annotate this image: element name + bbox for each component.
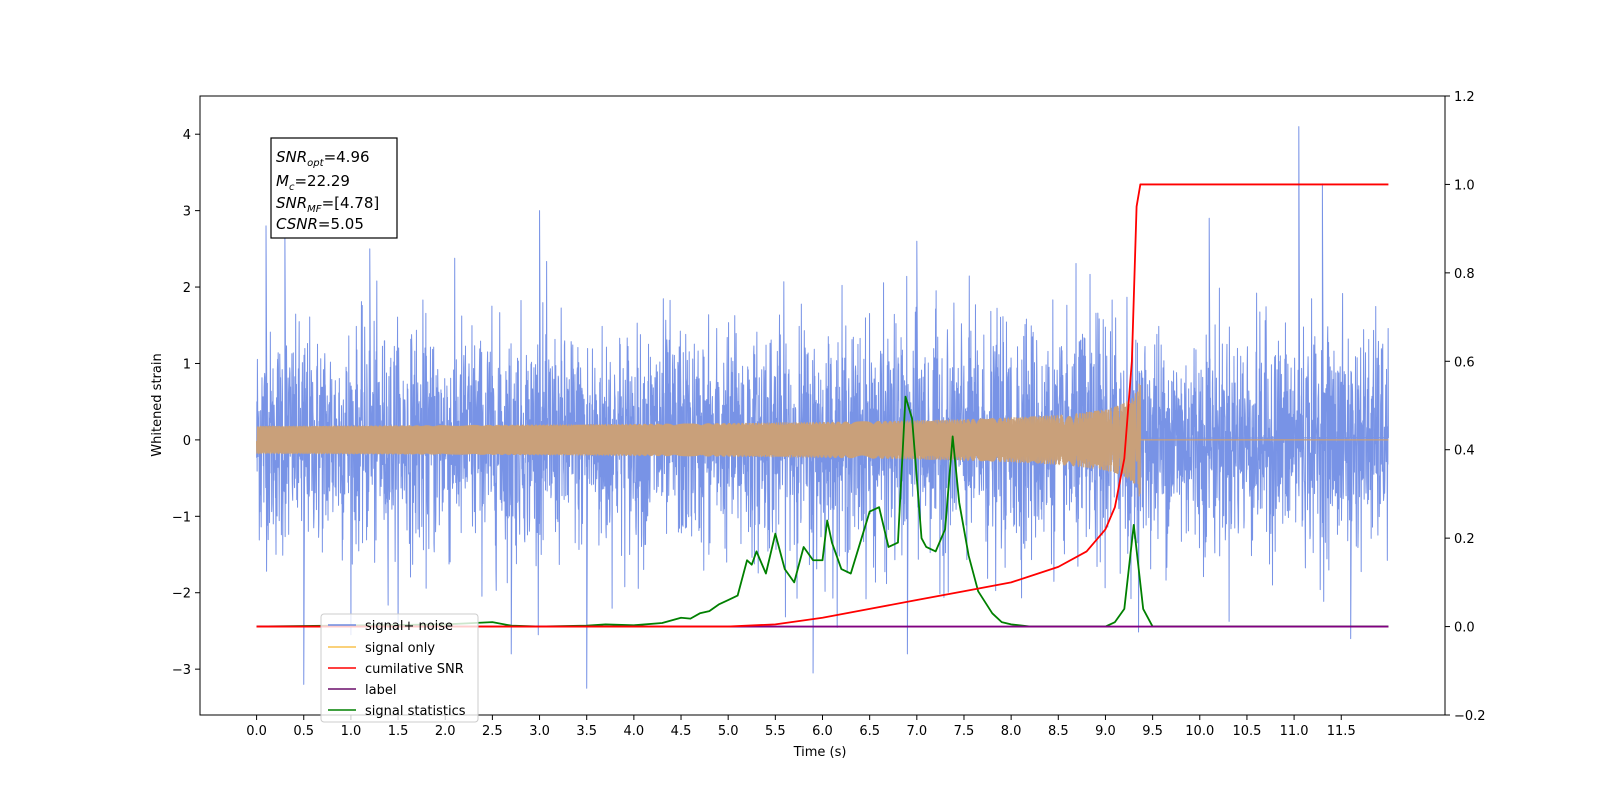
x-tick-label: 7.5: [954, 724, 975, 739]
annotation-snr-opt: SNRopt=4.96: [276, 148, 370, 169]
x-tick-label: 10.0: [1185, 724, 1214, 739]
x-tick-label: 7.0: [906, 724, 927, 739]
x-tick-label: 10.5: [1232, 724, 1261, 739]
signal-statistics-line: [256, 395, 1389, 628]
x-tick-label: 11.5: [1327, 724, 1356, 739]
x-tick-label: 3.0: [529, 724, 550, 739]
y-left-tick-label: −1: [172, 510, 191, 525]
svg-text:signal+ noise: signal+ noise: [365, 619, 453, 634]
x-tick-label: 2.5: [482, 724, 503, 739]
y-left-tick-label: 2: [183, 281, 191, 296]
svg-text:cumilative SNR: cumilative SNR: [365, 662, 464, 677]
x-tick-label: 0.0: [246, 724, 267, 739]
x-tick-label: 8.0: [1001, 724, 1022, 739]
y-left-tick-label: −2: [172, 587, 191, 602]
x-axis-label: Time (s): [793, 745, 847, 760]
x-tick-label: 11.0: [1280, 724, 1309, 739]
y-axis-left-ticks: −3 −2 −1 0 1 2 3 4: [172, 128, 200, 678]
x-tick-label: 1.5: [388, 724, 409, 739]
x-tick-label: 9.5: [1142, 724, 1163, 739]
y-axis-right-ticks: −0.2 0.0 0.2 0.4 0.6 0.8 1.0 1.2: [1445, 90, 1486, 724]
x-axis-ticks: 0.0 0.5 1.0 1.5 2.0 2.5 3.0 3.5 4.0 4.5 5.0 5.5 6.0 6…: [246, 715, 1356, 739]
x-tick-label: 5.0: [718, 724, 739, 739]
signal-noise-line: [256, 126, 1389, 689]
annotation-mc: Mc=22.29: [276, 172, 350, 193]
svg-text:signal statistics: signal statistics: [365, 704, 466, 719]
x-tick-label: 4.5: [671, 724, 692, 739]
x-tick-label: 6.0: [812, 724, 833, 739]
series-signal-noise: [256, 126, 1389, 689]
x-tick-label: 2.0: [435, 724, 456, 739]
x-tick-label: 1.0: [341, 724, 362, 739]
y-axis-label: Whitened strain: [150, 353, 165, 456]
x-tick-label: 0.5: [293, 724, 314, 739]
legend: signal+ noise signal only cumilative SNR…: [320, 613, 479, 723]
cumilative-snr-line: [256, 183, 1389, 628]
annotation-snr-mf: SNRMF=[4.78]: [276, 194, 379, 215]
y-right-tick-label: 1.2: [1454, 90, 1475, 105]
x-tick-label: 8.5: [1048, 724, 1069, 739]
y-right-tick-label: 0.0: [1454, 621, 1475, 636]
x-tick-label: 5.5: [765, 724, 786, 739]
y-left-tick-label: 1: [183, 357, 191, 372]
x-tick-label: 3.5: [576, 724, 597, 739]
legend-item-label: label: [328, 683, 396, 698]
annotation-box: SNRopt=4.96 Mc=22.29 SNRMF=[4.78] CSNR=5…: [270, 137, 398, 239]
y-right-tick-label: 0.2: [1454, 532, 1475, 547]
series-signal-only: [255, 383, 1389, 497]
y-right-tick-label: 0.4: [1454, 444, 1475, 459]
svg-text:label: label: [365, 683, 396, 698]
y-left-tick-label: 3: [183, 205, 191, 220]
y-right-tick-label: 0.6: [1454, 355, 1475, 370]
x-tick-label: 9.0: [1095, 724, 1116, 739]
y-right-tick-label: 0.8: [1454, 267, 1475, 282]
legend-item-signal-noise: signal+ noise: [328, 619, 453, 634]
y-left-tick-label: 4: [183, 128, 191, 143]
y-right-tick-label: 1.0: [1454, 178, 1475, 193]
signal-only-line: [255, 383, 1389, 497]
legend-item-signal-only: signal only: [328, 641, 435, 656]
legend-item-cumilative-snr: cumilative SNR: [328, 662, 464, 677]
x-tick-label: 4.0: [624, 724, 645, 739]
y-right-tick-label: −0.2: [1454, 709, 1486, 724]
legend-item-signal-statistics: signal statistics: [328, 704, 466, 719]
svg-text:signal only: signal only: [365, 641, 435, 656]
y-left-tick-label: −3: [172, 663, 191, 678]
y-left-tick-label: 0: [183, 434, 191, 449]
annotation-csnr: CSNR=5.05: [276, 215, 364, 233]
x-tick-label: 6.5: [859, 724, 880, 739]
